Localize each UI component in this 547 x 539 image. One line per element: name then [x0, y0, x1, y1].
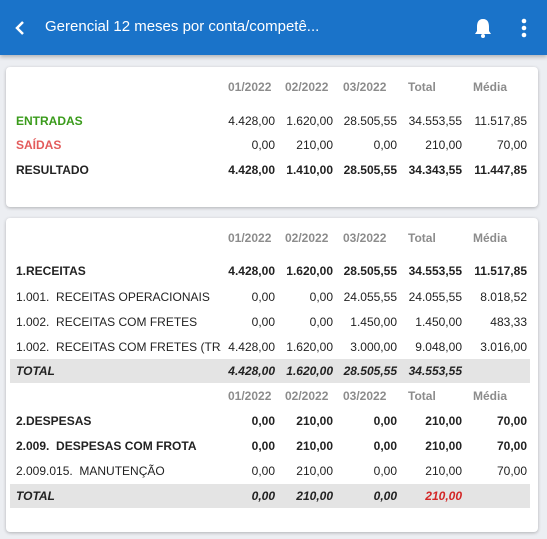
- row-value: 34.553,55: [408, 264, 462, 278]
- row-label: 2.DESPESAS: [16, 414, 92, 428]
- column-header: 01/2022: [228, 389, 272, 403]
- row-value: 0,00: [251, 464, 275, 478]
- row-label: 1.002. RECEITAS COM FRETES: [16, 315, 198, 329]
- column-header: 01/2022: [228, 80, 272, 94]
- row-value: 1.410,00: [286, 163, 333, 177]
- row-value: 0,00: [373, 489, 397, 503]
- column-header: 02/2022: [285, 231, 329, 245]
- row-value: 210,00: [296, 439, 333, 453]
- row-value: 28.505,55: [343, 114, 397, 128]
- row-value: 0,00: [373, 464, 397, 478]
- row-label: 1.001. RECEITAS OPERACIONAIS: [16, 290, 210, 304]
- row-value: 0,00: [251, 439, 275, 453]
- row-value: 1.620,00: [286, 264, 333, 278]
- row-value: 0,00: [373, 138, 397, 152]
- menu-button[interactable]: [518, 17, 530, 39]
- row-value: 11.447,85: [474, 163, 527, 177]
- row-value: 1.620,00: [286, 340, 333, 354]
- total-row-background: [10, 484, 530, 508]
- row-label: 1.002. RECEITAS COM FRETES (TRANSI: [16, 340, 221, 354]
- row-label: TOTAL: [16, 489, 55, 503]
- column-header: Média: [473, 231, 508, 245]
- row-value: 3.016,00: [480, 340, 527, 354]
- row-label: SAÍDAS: [16, 138, 62, 152]
- row-label: 2.009.015. MANUTENÇÃO: [16, 464, 165, 478]
- row-value: 34.553,55: [408, 114, 462, 128]
- page-title: Gerencial 12 meses por conta/competê...: [45, 18, 320, 35]
- row-value: 24.055,55: [408, 290, 462, 304]
- row-value: 0,00: [309, 315, 333, 329]
- row-value: 70,00: [496, 464, 527, 478]
- row-value: 210,00: [425, 489, 462, 503]
- row-value: 28.505,55: [343, 364, 397, 378]
- row-label: 1.RECEITAS: [16, 264, 86, 278]
- row-value: 0,00: [251, 315, 275, 329]
- column-header: Total: [408, 231, 436, 245]
- row-value: 1.620,00: [286, 114, 333, 128]
- row-value: 0,00: [251, 414, 275, 428]
- row-value: 0,00: [251, 290, 275, 304]
- row-value: 210,00: [296, 414, 333, 428]
- row-value: 11.517,85: [474, 264, 527, 278]
- row-value: 210,00: [425, 439, 462, 453]
- row-value: 210,00: [296, 464, 333, 478]
- row-value: 4.428,00: [228, 264, 275, 278]
- row-value: 0,00: [251, 138, 275, 152]
- row-label: ENTRADAS: [16, 114, 83, 128]
- row-value: 0,00: [373, 439, 397, 453]
- column-header: Total: [408, 389, 436, 403]
- notifications-button[interactable]: [473, 17, 493, 39]
- column-header: 02/2022: [285, 80, 329, 94]
- row-value: 0,00: [251, 489, 275, 503]
- row-value: 1.450,00: [415, 315, 462, 329]
- column-header: 03/2022: [343, 389, 387, 403]
- row-value: 34.343,55: [408, 163, 462, 177]
- row-value: 11.517,85: [474, 114, 528, 128]
- row-value: 24.055,55: [343, 290, 397, 304]
- row-value: 1.450,00: [350, 315, 397, 329]
- row-value: 4.428,00: [228, 364, 275, 378]
- total-row-background: [10, 359, 530, 383]
- row-value: 210,00: [425, 464, 462, 478]
- app-bar: Gerencial 12 meses por conta/competê...: [0, 0, 547, 55]
- row-label: RESULTADO: [16, 163, 89, 177]
- row-value: 483,33: [490, 315, 527, 329]
- row-value: 9.048,00: [415, 340, 462, 354]
- row-value: 8.018,52: [480, 290, 527, 304]
- summary-card: 01/2022 02/2022 03/2022 Total Média ENTRADAS 4…: [6, 67, 538, 207]
- row-value: 1.620,00: [286, 364, 333, 378]
- column-header: 02/2022: [285, 389, 329, 403]
- row-value: 28.505,55: [343, 163, 397, 177]
- row-label: 2.009. DESPESAS COM FROTA: [16, 439, 197, 453]
- row-value: 210,00: [425, 414, 462, 428]
- row-value: 0,00: [309, 290, 333, 304]
- row-value: 0,00: [373, 414, 397, 428]
- row-value: 70,00: [496, 414, 527, 428]
- row-value: 4.428,00: [228, 114, 275, 128]
- column-header: 03/2022: [343, 231, 387, 245]
- row-value: 210,00: [296, 489, 333, 503]
- back-button[interactable]: [12, 19, 28, 37]
- row-value: 34.553,55: [408, 364, 462, 378]
- row-label: TOTAL: [16, 364, 55, 378]
- row-value: 3.000,00: [350, 340, 397, 354]
- column-header: 03/2022: [343, 80, 387, 94]
- row-value: 4.428,00: [228, 340, 275, 354]
- row-value: 70,00: [496, 138, 527, 152]
- row-value: 210,00: [425, 138, 462, 152]
- column-header: Total: [408, 80, 436, 94]
- row-value: 4.428,00: [228, 163, 275, 177]
- column-header: Média: [473, 80, 508, 94]
- column-header: Média: [473, 389, 508, 403]
- column-header: 01/2022: [228, 231, 272, 245]
- row-value: 210,00: [296, 138, 333, 152]
- row-value: 70,00: [496, 439, 527, 453]
- row-value: 28.505,55: [343, 264, 397, 278]
- detail-card: 01/2022 02/2022 03/2022 Total Média 1.RECEITA…: [6, 218, 538, 532]
